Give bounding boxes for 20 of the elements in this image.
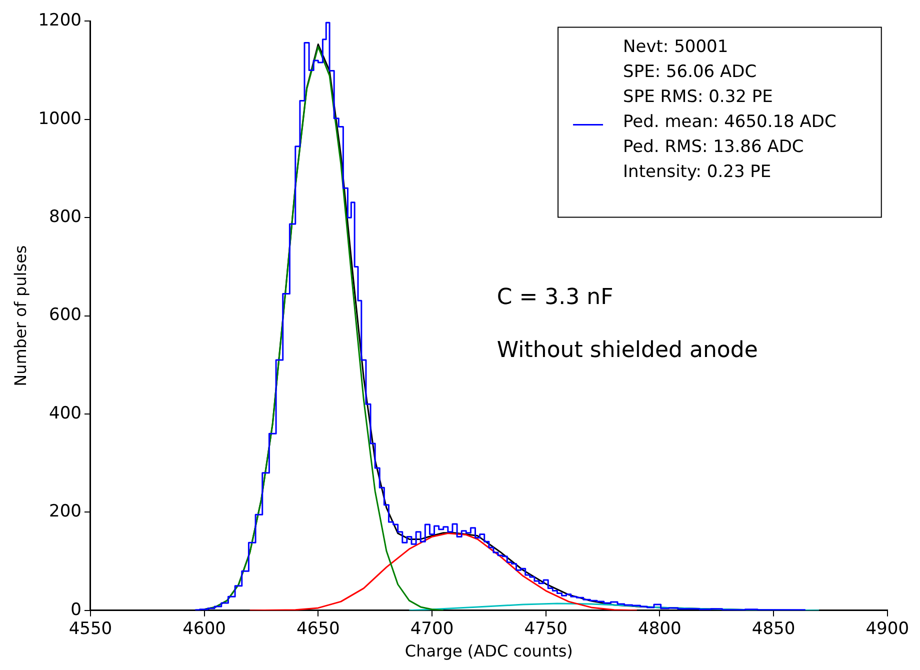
x-tick-label: 4700	[410, 619, 454, 640]
x-tick-label: 4850	[752, 619, 796, 640]
x-tick-label: 4650	[296, 619, 340, 640]
annotation: C = 3.3 nF	[496, 284, 614, 310]
text: Nevt: 50001 SPE: 56.06 ADC SPE RMS: 0.32 PE Ped. mean: 4650.18 ADC Ped. RMS: 13.86 ADC Intensity: 0.23 PE	[623, 37, 836, 182]
x-tick-label: 4750	[524, 619, 568, 640]
x-tick-label: 4600	[182, 619, 226, 640]
y-axis-title: Number of pulses	[10, 245, 30, 386]
y-tick-label: 600	[49, 305, 82, 326]
annotation: Without shielded anode	[496, 338, 758, 363]
x-tick-label: 4900	[866, 619, 909, 640]
y-tick-label: 1200	[38, 10, 82, 31]
y-tick-label: 0	[70, 600, 82, 620]
x-axis-title: Charge (ADC counts)	[404, 642, 573, 661]
x-tick-label: 4800	[638, 619, 682, 640]
x-tick-label: 4550	[68, 619, 112, 640]
y-tick-label: 200	[49, 502, 82, 522]
y-tick-label: 400	[49, 403, 82, 424]
y-tick-label: 1000	[38, 108, 82, 129]
y-tick-label: 800	[49, 207, 82, 228]
